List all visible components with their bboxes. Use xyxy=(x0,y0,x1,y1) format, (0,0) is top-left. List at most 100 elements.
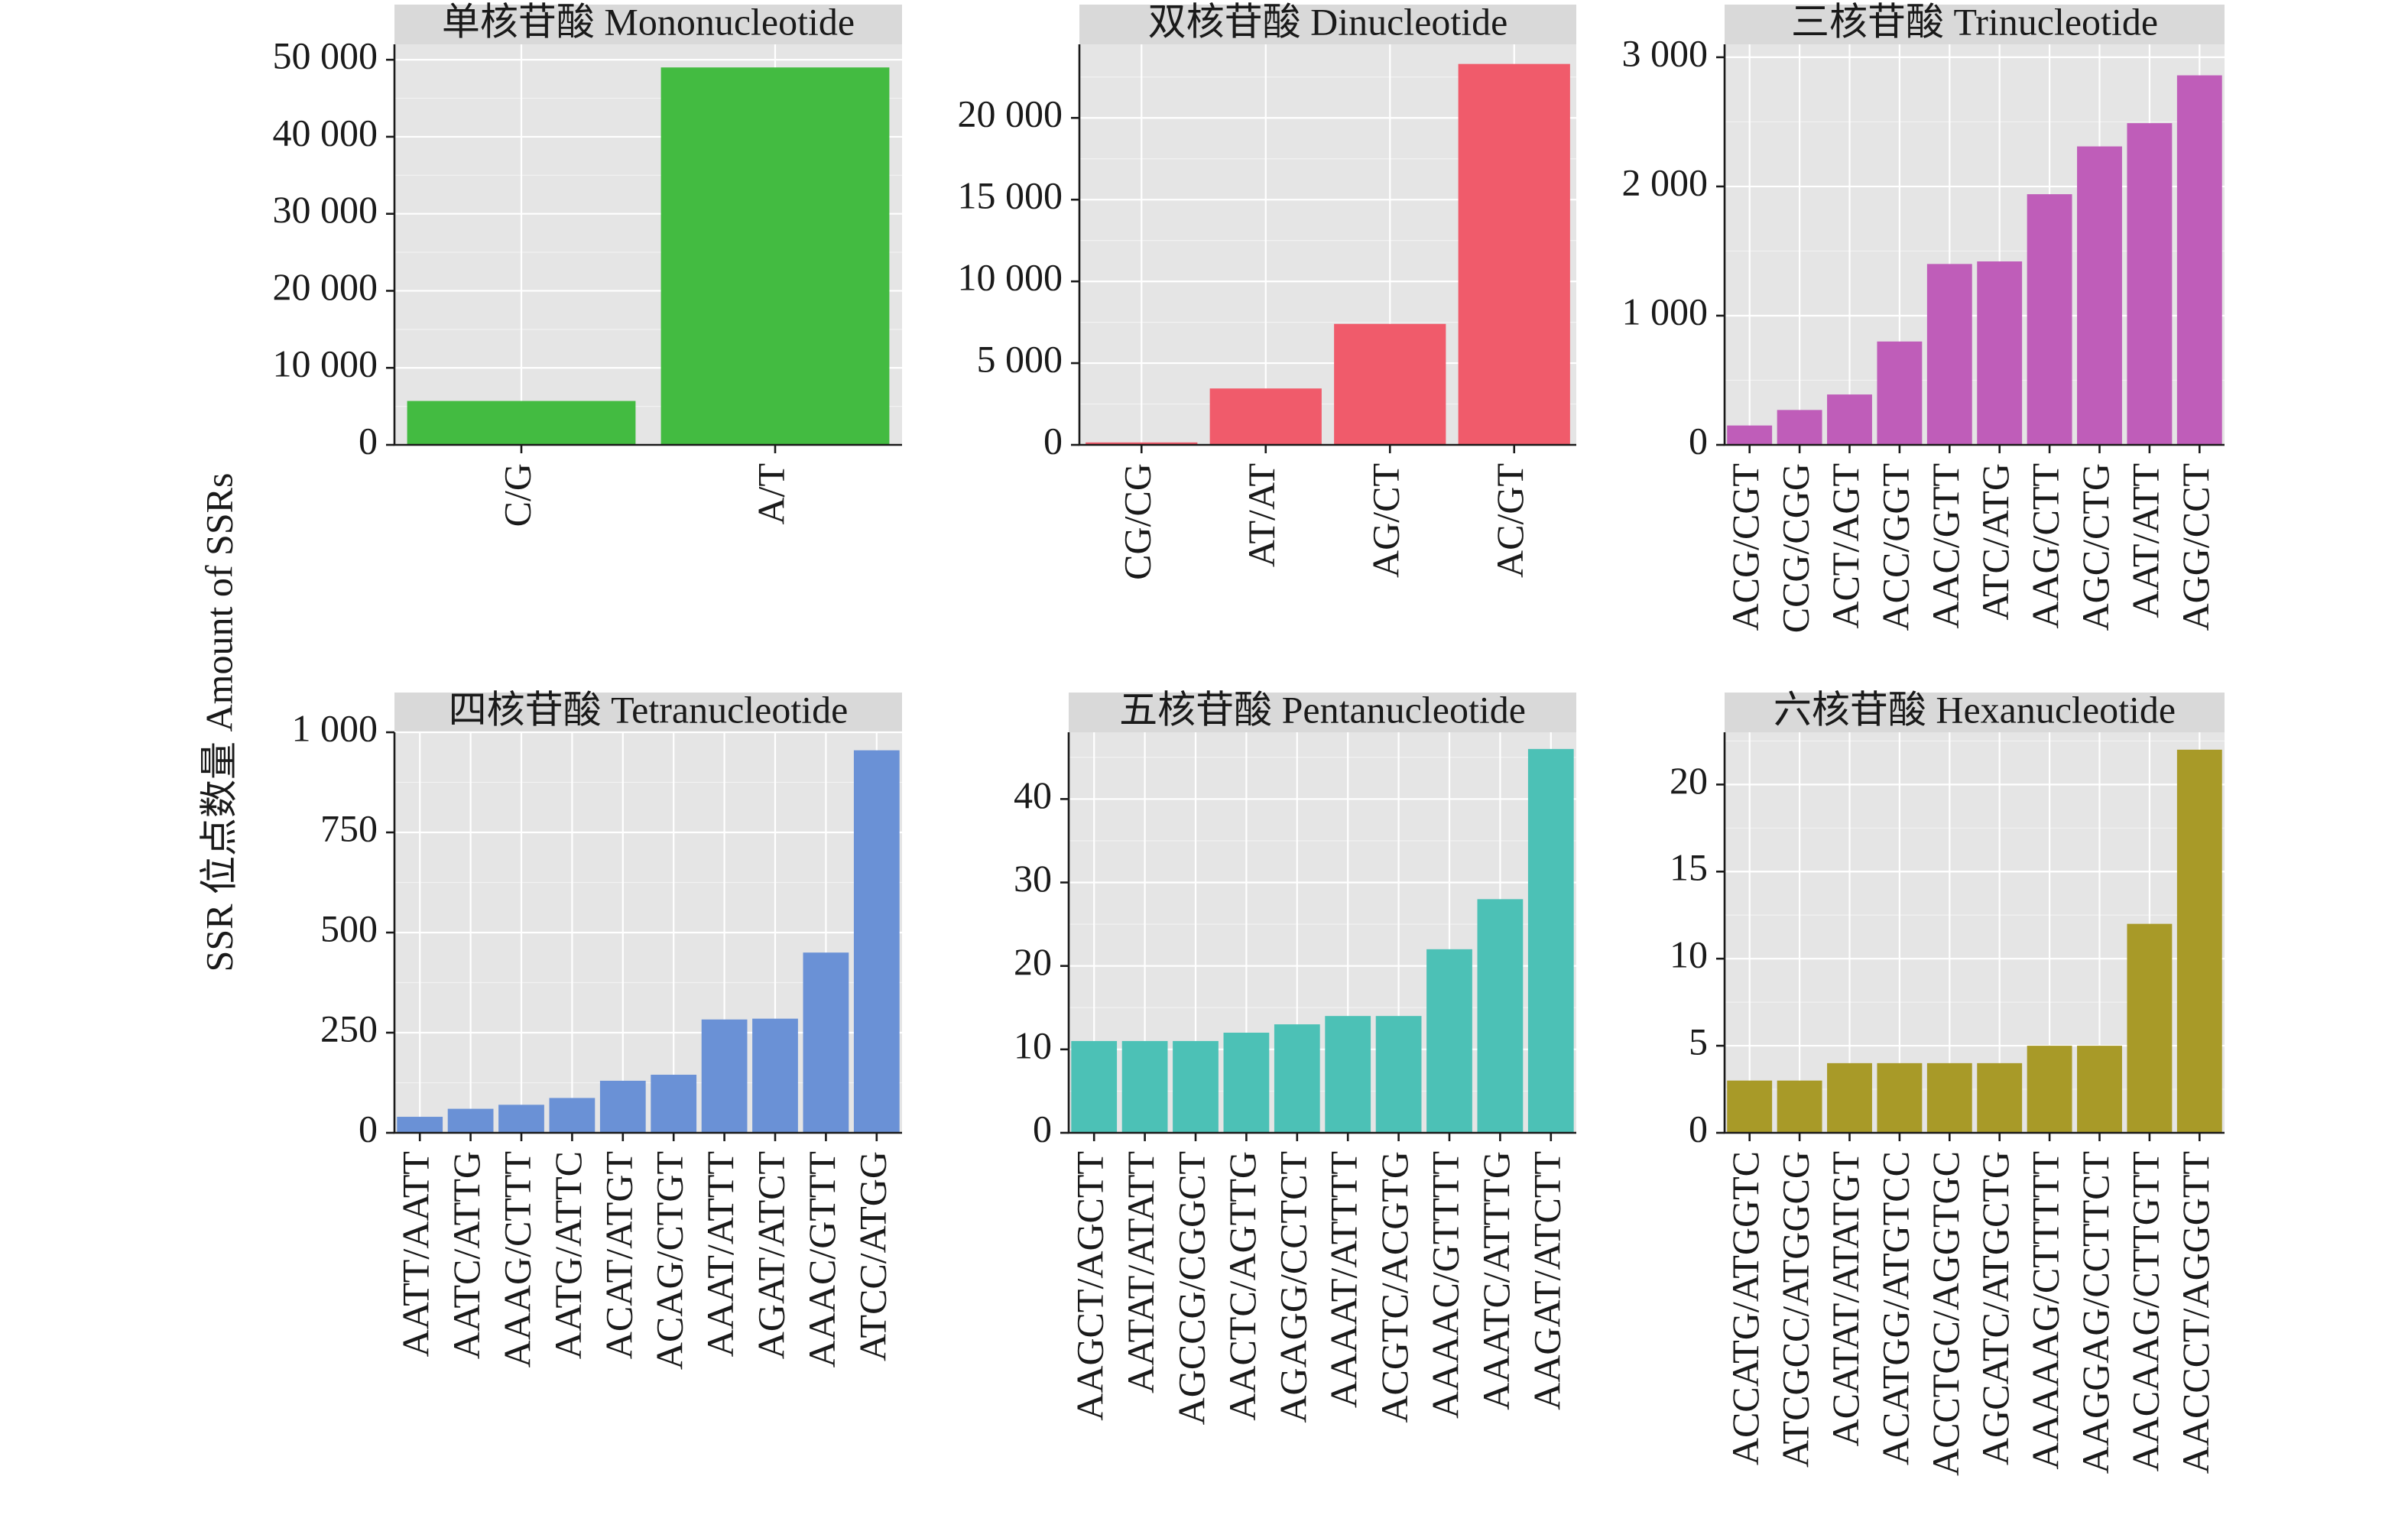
bar-aaggag-ccttct xyxy=(2077,1046,2122,1133)
panel-strip xyxy=(1725,693,2225,732)
bar-aatt-aatt xyxy=(397,1117,443,1133)
y-tick-label: 20 xyxy=(1670,759,1708,802)
x-category-label: A/T xyxy=(749,463,792,525)
y-tick-label: 40 000 xyxy=(273,111,378,154)
chart-panel-5: 五核苷酸 Pentanucleotide 0 10 20 30 40 AAGCT/AGCTT… xyxy=(1014,688,1576,1425)
bar-aaccct-agggtt xyxy=(2176,749,2222,1133)
x-category-label: AG/CT xyxy=(1365,463,1407,578)
y-tick-label: 20 xyxy=(1014,940,1052,983)
y-tick-label: 10 xyxy=(1670,933,1708,976)
bar-acag-ctgt xyxy=(651,1075,697,1133)
bar-aatc-attg xyxy=(447,1108,494,1133)
x-category-label: AAATC/ATTTG xyxy=(1475,1151,1517,1410)
x-category-label: ACATAT/ATATGT xyxy=(1824,1151,1867,1446)
x-category-label: AAG/CTT xyxy=(2024,463,2067,629)
x-category-label: AGCATC/ATGCTG xyxy=(1974,1151,2017,1465)
y-tick-label: 10 000 xyxy=(958,256,1063,299)
bar-aaaat-atttt xyxy=(1325,1016,1371,1133)
x-category-label: CCG/CGG xyxy=(1774,463,1817,633)
bar-agg-cct xyxy=(2176,75,2222,445)
bar-c-g xyxy=(407,401,636,445)
panel-title: 四核苷酸 Tetranucleotide xyxy=(449,688,849,731)
x-category-label: AACCCT/AGGGTT xyxy=(2174,1151,2217,1474)
panel-title: 双核苷酸 Dinucleotide xyxy=(1148,0,1508,43)
x-category-label: ACCATG/ATGGTC xyxy=(1724,1151,1767,1465)
bar-acg-cgt xyxy=(1727,425,1773,445)
x-category-label: AGCCG/CGGCT xyxy=(1170,1151,1212,1425)
x-category-label: AAGCT/AGCTT xyxy=(1069,1151,1112,1421)
y-tick-label: 0 xyxy=(359,1107,378,1150)
x-category-label: ACAG/CTGT xyxy=(648,1151,691,1370)
x-category-label: AAT/ATT xyxy=(2124,463,2166,618)
chart-panel-6: 六核苷酸 Hexanucleotide 0 5 10 15 20 ACCATG/ATGGTC… xyxy=(1670,688,2225,1476)
bar-acatat-atatgt xyxy=(1827,1062,1872,1133)
bar-aatg-attc xyxy=(549,1098,596,1133)
bar-aaatc-atttg xyxy=(1477,899,1524,1133)
bar-agat-atct xyxy=(752,1018,798,1133)
y-tick-label: 750 xyxy=(320,806,378,849)
y-tick-label: 5 xyxy=(1689,1020,1708,1063)
x-category-label: AAC/GTT xyxy=(1924,463,1967,629)
x-category-label: ATCC/ATGG xyxy=(851,1151,894,1361)
y-tick-label: 40 xyxy=(1014,774,1052,816)
panel-title: 单核苷酸 Mononucleotide xyxy=(442,0,855,43)
bar-acatgg-atgtcc xyxy=(1877,1062,1923,1133)
x-category-label: ACAT/ATGT xyxy=(597,1151,640,1359)
bar-agagg-cctct xyxy=(1274,1024,1320,1133)
bar-aaag-cttt xyxy=(498,1105,544,1133)
y-tick-label: 10 000 xyxy=(273,342,378,385)
bar-aatat-atatt xyxy=(1121,1040,1168,1133)
bar-acat-atgt xyxy=(599,1080,646,1133)
panel-title: 三核苷酸 Trinucleotide xyxy=(1791,0,2158,43)
chart-panel-1: 单核苷酸 Mononucleotide 0 10 000 20 000 30 000 40… xyxy=(273,0,902,527)
bar-aagct-agctt xyxy=(1071,1040,1118,1133)
x-category-label: AAAT/ATTT xyxy=(699,1151,742,1357)
chart-panel-3: 三核苷酸 Trinucleotide 0 1 000 2 000 3 000 ACG/CG… xyxy=(1622,0,2225,633)
y-tick-label: 50 000 xyxy=(273,34,378,77)
y-tick-label: 1 000 xyxy=(1622,290,1709,333)
y-tick-label: 20 000 xyxy=(273,265,378,308)
bar-atcgcc-atggcg xyxy=(1777,1080,1822,1133)
x-category-label: AATG/ATTC xyxy=(547,1151,589,1359)
x-category-label: AT/AT xyxy=(1240,463,1283,567)
x-category-label: AAAG/CTTT xyxy=(495,1151,538,1367)
x-category-label: ACATGG/ATGTCC xyxy=(1874,1151,1916,1465)
bar-aag-ctt xyxy=(2027,194,2072,445)
x-category-label: AGAT/ATCT xyxy=(749,1151,792,1359)
bar-agc-ctg xyxy=(2077,146,2122,446)
x-category-label: C/G xyxy=(495,463,538,527)
x-category-label: AGAGG/CCTCT xyxy=(1271,1151,1314,1423)
chart-panel-4: 四核苷酸 Tetranucleotide 0 250 500 750 1 000 AATT/… xyxy=(292,688,902,1370)
y-tick-label: 3 000 xyxy=(1622,31,1709,74)
x-category-label: AATAT/ATATT xyxy=(1119,1151,1162,1393)
y-tick-label: 250 xyxy=(320,1007,378,1049)
x-category-label: AACTC/AGTTG xyxy=(1221,1151,1264,1421)
y-tick-label: 15 xyxy=(1670,846,1708,889)
bar-aaaac-gtttt xyxy=(1426,949,1472,1133)
x-category-label: AAAAAG/CTTTTT xyxy=(2024,1151,2067,1470)
bar-at-at xyxy=(1209,388,1322,445)
x-category-label: AATT/AATT xyxy=(394,1151,437,1357)
y-tick-label: 0 xyxy=(359,419,378,462)
bar-aat-att xyxy=(2127,123,2173,445)
bar-aaat-attt xyxy=(701,1019,748,1133)
bar-ac-gt xyxy=(1458,63,1570,445)
x-category-label: AGG/CCT xyxy=(2174,463,2217,631)
x-category-label: AAAAT/ATTTT xyxy=(1322,1151,1365,1408)
bar-ag-ct xyxy=(1334,323,1446,445)
x-category-label: ACG/CGT xyxy=(1724,463,1767,631)
x-category-label: AAGGAG/CCTTCT xyxy=(2074,1151,2117,1474)
x-category-label: ACC/GGT xyxy=(1874,463,1916,631)
chart-panel-2: 双核苷酸 Dinucleotide 0 5 000 10 000 15 000 20 00… xyxy=(958,0,1576,580)
y-tick-label: 20 000 xyxy=(958,92,1063,135)
bar-aaac-gttt xyxy=(803,952,849,1133)
x-category-label: ACT/AGT xyxy=(1824,463,1867,629)
bar-aac-gtt xyxy=(1926,264,1972,445)
panel-strip xyxy=(1069,693,1576,732)
x-category-label: AAAC/GTTT xyxy=(800,1151,843,1367)
bar-acc-ggt xyxy=(1877,341,1923,445)
bar-act-agt xyxy=(1827,394,1872,445)
x-category-label: AAAAC/GTTTT xyxy=(1423,1151,1466,1419)
y-tick-label: 5 000 xyxy=(977,338,1063,381)
y-tick-label: 2 000 xyxy=(1622,161,1709,203)
